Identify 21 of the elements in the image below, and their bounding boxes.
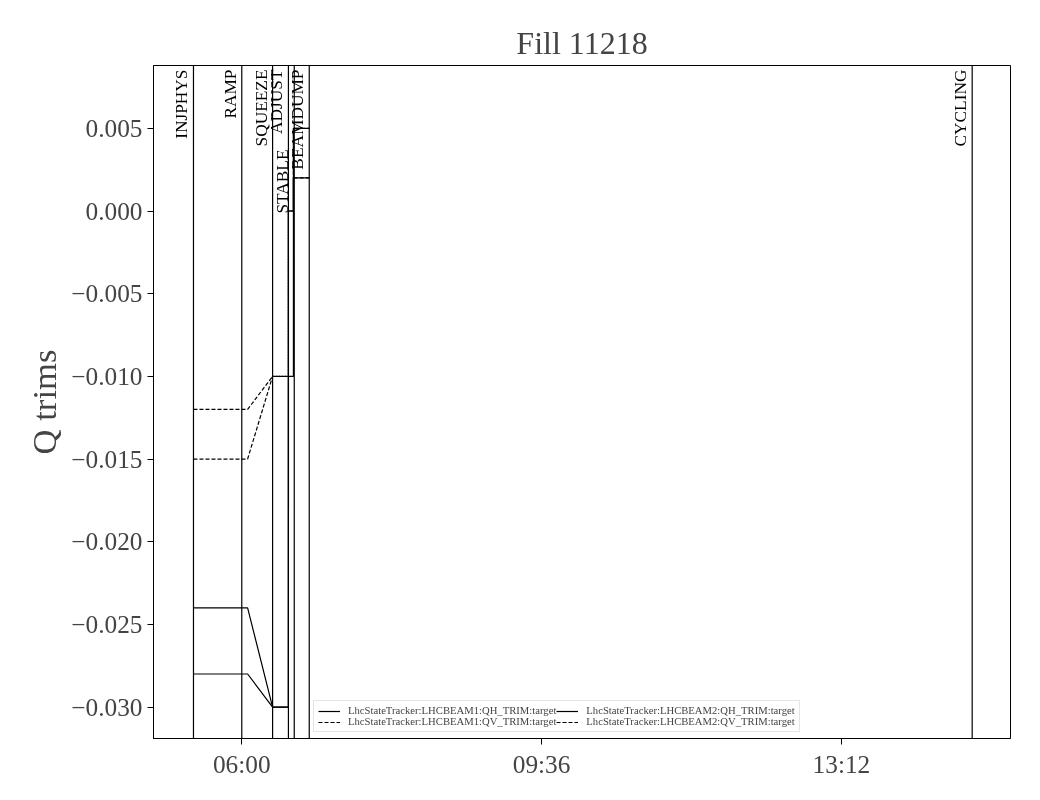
y-tick-label: 0.005 [85, 113, 143, 142]
y-tick-label: −0.020 [71, 527, 143, 556]
y-axis-title: Q trims [25, 349, 64, 455]
x-tick-label: 13:12 [812, 749, 871, 778]
y-tick-label: −0.010 [71, 361, 143, 390]
legend-label: LhcStateTracker:LHCBEAM1:QH_TRIM:target [348, 705, 557, 716]
ref-line-label: CYCLING [951, 69, 971, 147]
y-tick-label: 0.000 [85, 196, 143, 225]
x-tick-label: 09:36 [512, 749, 571, 778]
legend-label: LhcStateTracker:LHCBEAM2:QV_TRIM:target [586, 716, 795, 727]
y-tick-label: −0.015 [71, 444, 143, 473]
ref-line-label: SQUEEZE [251, 69, 271, 147]
y-tick-label: −0.005 [71, 279, 143, 308]
legend-label: LhcStateTracker:LHCBEAM1:QV_TRIM:target [348, 716, 557, 727]
ref-line-label: RAMP [220, 69, 240, 119]
legend-label: LhcStateTracker:LHCBEAM2:QH_TRIM:target [586, 705, 795, 716]
y-tick-label: −0.025 [71, 609, 143, 638]
y-tick-label: −0.030 [71, 692, 143, 721]
x-tick-label: 06:00 [212, 749, 271, 778]
ref-line-label: INJPHYS [172, 69, 192, 139]
chart-title: Fill 11218 [516, 24, 648, 61]
